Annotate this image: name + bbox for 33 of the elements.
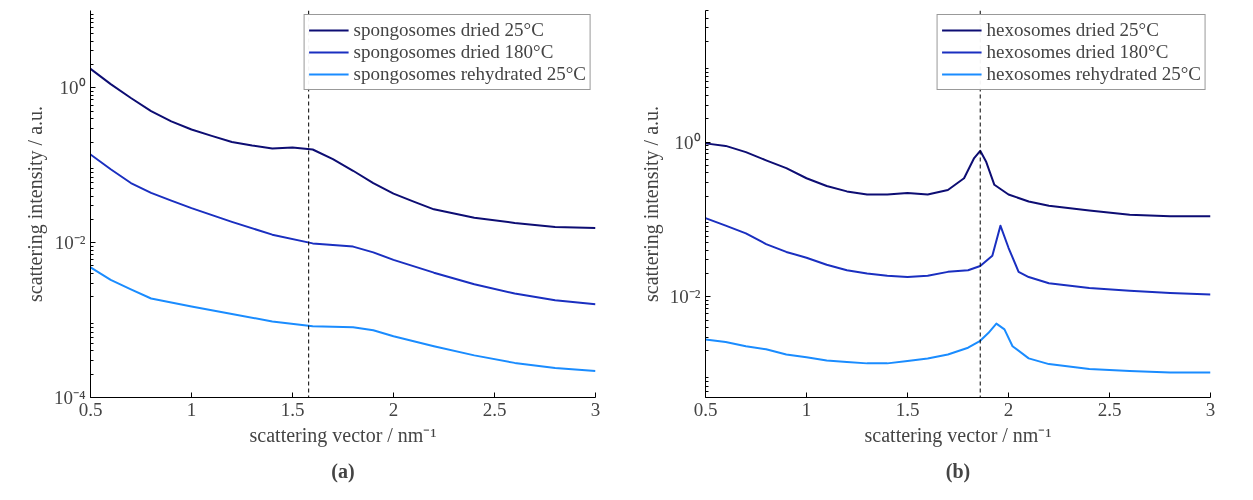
x-tick-label: 3 xyxy=(590,398,601,420)
text: (b) xyxy=(945,459,971,483)
x-tick-label: 2 xyxy=(1003,398,1014,420)
x-axis-title: scattering vector / nm⁻¹ xyxy=(864,423,1052,447)
x-tick-label: 2.5 xyxy=(482,398,507,420)
y-axis-title: scattering intensity / a.u. xyxy=(639,105,663,303)
y-tick-label: 10⁰ xyxy=(59,77,86,99)
legend-label: hexosomes dried 180°C xyxy=(986,41,1169,63)
text: (a) xyxy=(331,459,355,483)
x-tick-label: 2.5 xyxy=(1097,398,1122,420)
legend-label: spongosomes dried 25°C xyxy=(353,19,544,41)
legend-label: hexosomes dried 25°C xyxy=(986,19,1159,41)
line-series xyxy=(705,217,1211,296)
x-tick-label: 3 xyxy=(1205,398,1216,420)
x-tick-label: 0.5 xyxy=(693,398,718,420)
line-series xyxy=(90,266,596,372)
y-tick-label: 10⁰ xyxy=(674,131,701,153)
x-tick-label: 1 xyxy=(801,398,812,420)
line-series xyxy=(705,142,1211,218)
x-tick-label: 1 xyxy=(186,398,197,420)
y-tick-label: 10⁻² xyxy=(54,232,86,254)
y-axis-title: scattering intensity / a.u. xyxy=(23,105,47,303)
y-tick-label: 10⁻² xyxy=(669,286,701,308)
line-series xyxy=(705,322,1211,374)
line-series xyxy=(90,67,596,229)
x-tick-label: 2 xyxy=(388,398,399,420)
legend-label: hexosomes rehydrated 25°C xyxy=(986,63,1201,85)
x-tick-label: 1.5 xyxy=(895,398,920,420)
line-series xyxy=(90,153,596,306)
legend-label: spongosomes dried 180°C xyxy=(353,41,554,63)
legend-label: spongosomes rehydrated 25°C xyxy=(353,63,586,85)
x-axis-title: scattering vector / nm⁻¹ xyxy=(249,423,437,447)
x-tick-label: 1.5 xyxy=(280,398,305,420)
